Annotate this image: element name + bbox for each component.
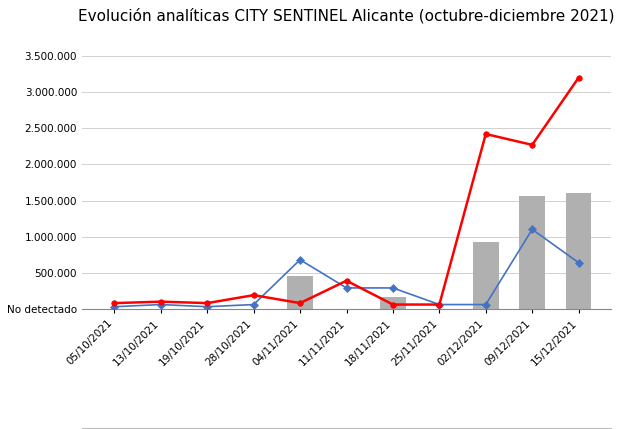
Title: Evolución analíticas CITY SENTINEL Alicante (octubre-diciembre 2021): Evolución analíticas CITY SENTINEL Alica… [78,8,615,24]
Bar [473,242,498,309]
Bar [380,297,406,309]
Bar [519,196,545,309]
Bar [287,276,313,309]
Y-axis label: Concentración (UG/L): Concentración (UG/L) [0,112,1,232]
Bar [566,193,592,309]
Legend: Promedio ponderado Alicante*, 1. EDAR Monte Orgegia, 2. EDAR Rincón de León: Promedio ponderado Alicante*, 1. EDAR Mo… [82,428,611,429]
